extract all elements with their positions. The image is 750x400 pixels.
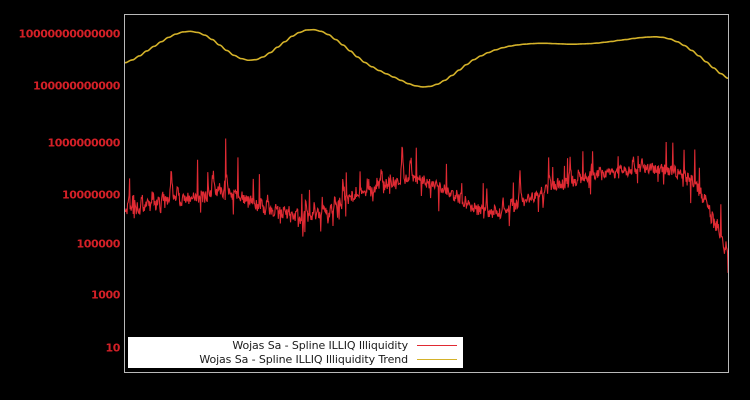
legend-label-illiquidity: Wojas Sa - Spline ILLIQ Illiquidity xyxy=(232,339,408,352)
series-line-illiquidity xyxy=(125,138,728,273)
legend-item-illiquidity: Wojas Sa - Spline ILLIQ Illiquidity xyxy=(128,339,463,353)
plot-canvas xyxy=(125,28,728,273)
y-axis-tick-label: 10 xyxy=(105,341,120,355)
legend-item-trend: Wojas Sa - Spline ILLIQ Illiquidity Tren… xyxy=(128,353,463,367)
series-line-trend xyxy=(125,28,728,88)
chart-legend: Wojas Sa - Spline ILLIQ Illiquidity Woja… xyxy=(128,337,463,368)
y-axis-tick-label: 1000 xyxy=(90,288,120,302)
legend-color-swatch-illiquidity xyxy=(417,345,457,346)
plot-area xyxy=(124,14,729,373)
y-axis-tick-label: 100000 xyxy=(76,237,120,250)
y-axis-tick-label: 1000000000 xyxy=(47,136,120,150)
y-axis-tick-label: 100000000000 xyxy=(32,79,120,92)
legend-label-trend: Wojas Sa - Spline ILLIQ Illiquidity Tren… xyxy=(199,353,408,366)
legend-color-swatch-trend xyxy=(417,359,457,360)
y-axis-tick-label: 10000000000000 xyxy=(18,27,120,40)
y-axis-tick-label: 10000000 xyxy=(61,188,120,202)
